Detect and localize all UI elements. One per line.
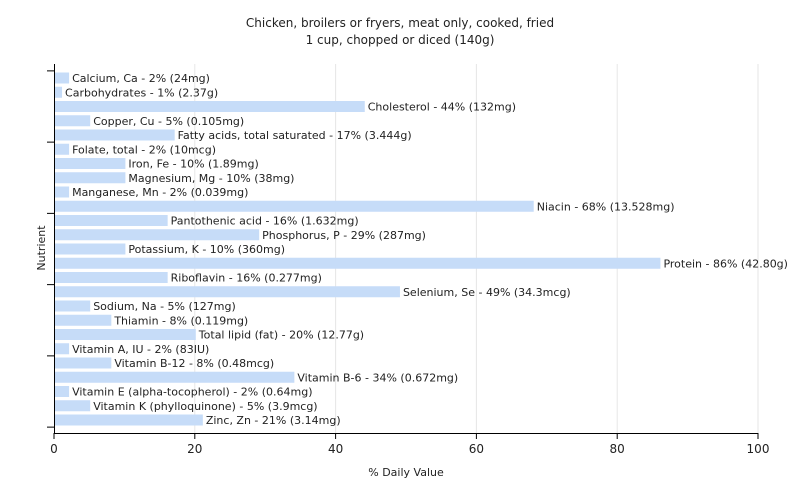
bar-14 [55, 272, 168, 283]
x-tick-label-0: 0 [50, 442, 58, 456]
bar-19 [55, 343, 70, 355]
axes [47, 64, 759, 439]
bar-label-22: Vitamin E (alpha-tocopherol) - 2% (0.64m… [72, 386, 312, 399]
bar-label-0: Calcium, Ca - 2% (24mg) [72, 72, 210, 85]
bar-label-19: Vitamin A, IU - 2% (83IU) [72, 343, 209, 356]
chart-subtitle: 1 cup, chopped or diced (140g) [306, 33, 495, 47]
bar-label-18: Total lipid (fat) - 20% (12.77g) [198, 329, 364, 342]
bar-label-2: Cholesterol - 44% (132mg) [368, 101, 516, 114]
x-tick-labels: 0 20 40 60 80 100 [50, 442, 769, 456]
bar-22 [55, 386, 70, 397]
bar-18 [55, 329, 196, 340]
bar-label-24: Zinc, Zn - 21% (3.14mg) [206, 414, 341, 427]
bar-20 [55, 357, 112, 369]
bar-label-3: Copper, Cu - 5% (0.105mg) [93, 115, 244, 128]
bar-label-4: Fatty acids, total saturated - 17% (3.44… [178, 129, 412, 142]
bar-label-5: Folate, total - 2% (10mcg) [72, 143, 216, 156]
bar-24 [55, 414, 203, 426]
bar-label-10: Pantothenic acid - 16% (1.632mg) [171, 215, 359, 228]
bar-23 [55, 400, 91, 412]
bar-11 [55, 229, 260, 241]
bar-label-7: Magnesium, Mg - 10% (38mg) [128, 172, 294, 185]
x-tick-label-100: 100 [747, 442, 770, 456]
x-tick-label-40: 40 [328, 442, 343, 456]
bar-13 [55, 257, 661, 269]
x-tick-label-60: 60 [469, 442, 484, 456]
bar-4 [55, 129, 175, 141]
bar-label-8: Manganese, Mn - 2% (0.039mg) [72, 186, 248, 199]
bar-label-13: Protein - 86% (42.80g) [663, 257, 788, 270]
bar-label-12: Potassium, K - 10% (360mg) [128, 243, 285, 256]
bar-label-1: Carbohydrates - 1% (2.37g) [65, 86, 218, 99]
bars: Calcium, Ca - 2% (24mg)Carbohydrates - 1… [55, 72, 788, 427]
bar-21 [55, 371, 295, 383]
bar-label-16: Sodium, Na - 5% (127mg) [93, 300, 236, 313]
bar-15 [55, 286, 400, 298]
y-axis-label: Nutrient [35, 225, 48, 271]
bar-8 [55, 186, 70, 198]
bar-label-9: Niacin - 68% (13.528mg) [537, 200, 675, 213]
bar-9 [55, 200, 534, 212]
bar-17 [55, 314, 112, 326]
bar-3 [55, 115, 91, 127]
x-tick-label-80: 80 [610, 442, 625, 456]
bar-label-21: Vitamin B-6 - 34% (0.672mg) [297, 371, 458, 384]
bar-label-23: Vitamin K (phylloquinone) - 5% (3.9mcg) [93, 400, 317, 413]
bar-label-11: Phosphorus, P - 29% (287mg) [262, 229, 426, 242]
bar-7 [55, 172, 126, 184]
bar-12 [55, 243, 126, 255]
x-axis-label: % Daily Value [368, 466, 444, 479]
bar-2 [55, 101, 365, 112]
chart-title: Chicken, broilers or fryers, meat only, … [246, 16, 554, 30]
bar-10 [55, 215, 168, 226]
bar-label-6: Iron, Fe - 10% (1.89mg) [128, 158, 258, 171]
bar-label-20: Vitamin B-12 - 8% (0.48mcg) [114, 357, 274, 370]
bar-1 [55, 86, 63, 98]
bar-16 [55, 300, 91, 312]
bar-5 [55, 143, 70, 155]
bar-6 [55, 158, 126, 169]
bar-label-14: Riboflavin - 16% (0.277mg) [171, 272, 322, 285]
x-tick-label-20: 20 [187, 442, 202, 456]
bar-label-15: Selenium, Se - 49% (34.3mcg) [403, 286, 571, 299]
bar-label-17: Thiamin - 8% (0.119mg) [113, 314, 248, 327]
bar-0 [55, 72, 70, 84]
grid-lines [194, 64, 759, 433]
